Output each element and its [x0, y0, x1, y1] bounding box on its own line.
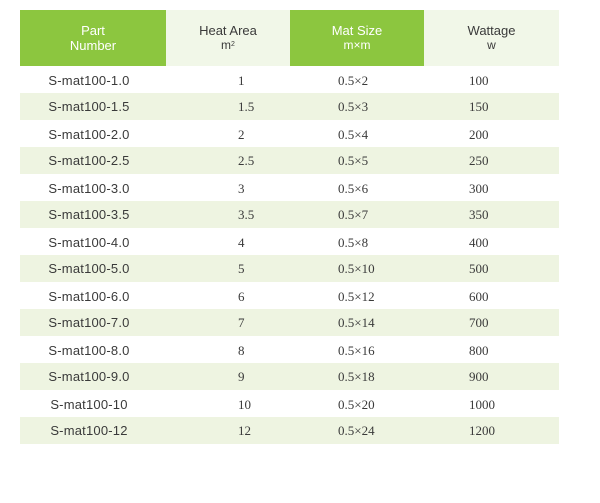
- header-number-label: Number: [69, 38, 117, 53]
- cell-size: 0.5×12: [290, 282, 424, 309]
- cell-watt: 150: [424, 93, 559, 120]
- cell-watt: 900: [424, 363, 559, 390]
- table-row: S-mat100-4.0 4 0.5×8 400: [20, 228, 559, 255]
- cell-area: 5: [166, 255, 290, 282]
- cell-size: 0.5×18: [290, 363, 424, 390]
- cell-watt: 300: [424, 174, 559, 201]
- cell-watt: 350: [424, 201, 559, 228]
- cell-watt: 1200: [424, 417, 559, 444]
- cell-part: S-mat100-4.0: [20, 228, 166, 255]
- cell-area: 1.5: [166, 93, 290, 120]
- cell-size: 0.5×4: [290, 120, 424, 147]
- cell-size: 0.5×16: [290, 336, 424, 363]
- cell-part: S-mat100-2.0: [20, 120, 166, 147]
- cell-part: S-mat100-2.5: [20, 147, 166, 174]
- cell-part: S-mat100-5.0: [20, 255, 166, 282]
- unit-superscript: 2: [231, 41, 235, 48]
- cell-watt: 250: [424, 147, 559, 174]
- header-heat-area-label: Heat Area: [199, 23, 257, 38]
- cell-watt: 400: [424, 228, 559, 255]
- header-heat-area-unit: m2: [166, 38, 290, 53]
- table-row: S-mat100-3.5 3.5 0.5×7 350: [20, 201, 559, 228]
- cell-part: S-mat100-6.0: [20, 282, 166, 309]
- header-wattage: Wattage w: [424, 10, 559, 66]
- cell-size: 0.5×24: [290, 417, 424, 444]
- table-row: S-mat100-12 12 0.5×24 1200: [20, 417, 559, 444]
- cell-size: 0.5×14: [290, 309, 424, 336]
- table-row: S-mat100-6.0 6 0.5×12 600: [20, 282, 559, 309]
- cell-watt: 1000: [424, 390, 559, 417]
- cell-area: 4: [166, 228, 290, 255]
- cell-size: 0.5×3: [290, 93, 424, 120]
- table-row: S-mat100-5.0 5 0.5×10 500: [20, 255, 559, 282]
- cell-area: 1: [166, 66, 290, 93]
- header-wattage-label: Wattage: [467, 23, 516, 38]
- cell-area: 10: [166, 390, 290, 417]
- cell-area: 7: [166, 309, 290, 336]
- cell-size: 0.5×10: [290, 255, 424, 282]
- cell-watt: 700: [424, 309, 559, 336]
- cell-part: S-mat100-3.5: [20, 201, 166, 228]
- table-body: S-mat100-1.0 1 0.5×2 100 S-mat100-1.5 1.5 0.5×…: [20, 66, 559, 444]
- cell-part: S-mat100-7.0: [20, 309, 166, 336]
- header-mat-size: Mat Size m×m: [290, 10, 424, 66]
- cell-area: 2.5: [166, 147, 290, 174]
- spec-table: Part Number Heat Area m2 Mat Size m×m Wa…: [20, 10, 559, 444]
- header-heat-area: Heat Area m2: [166, 10, 290, 66]
- header-part-label: Part: [81, 23, 105, 38]
- spec-table-container: Part Number Heat Area m2 Mat Size m×m Wa…: [20, 10, 559, 444]
- table-row: S-mat100-7.0 7 0.5×14 700: [20, 309, 559, 336]
- table-row: S-mat100-2.5 2.5 0.5×5 250: [20, 147, 559, 174]
- cell-part: S-mat100-12: [20, 417, 166, 444]
- cell-size: 0.5×5: [290, 147, 424, 174]
- cell-size: 0.5×20: [290, 390, 424, 417]
- cell-part: S-mat100-10: [20, 390, 166, 417]
- cell-size: 0.5×8: [290, 228, 424, 255]
- cell-area: 2: [166, 120, 290, 147]
- header-wattage-unit: w: [487, 38, 496, 52]
- cell-part: S-mat100-1.0: [20, 66, 166, 93]
- cell-watt: 800: [424, 336, 559, 363]
- header-part-number: Part Number: [20, 10, 166, 66]
- cell-size: 0.5×2: [290, 66, 424, 93]
- header-mat-size-unit: m×m: [343, 38, 371, 52]
- table-row: S-mat100-1.0 1 0.5×2 100: [20, 66, 559, 93]
- cell-area: 8: [166, 336, 290, 363]
- cell-area: 3.5: [166, 201, 290, 228]
- table-row: S-mat100-9.0 9 0.5×18 900: [20, 363, 559, 390]
- cell-watt: 600: [424, 282, 559, 309]
- header-mat-size-label: Mat Size: [331, 23, 383, 38]
- cell-part: S-mat100-9.0: [20, 363, 166, 390]
- cell-size: 0.5×7: [290, 201, 424, 228]
- table-row: S-mat100-2.0 2 0.5×4 200: [20, 120, 559, 147]
- table-header-row: Part Number Heat Area m2 Mat Size m×m Wa…: [20, 10, 559, 66]
- cell-size: 0.5×6: [290, 174, 424, 201]
- cell-part: S-mat100-8.0: [20, 336, 166, 363]
- cell-area: 3: [166, 174, 290, 201]
- unit-m: m: [221, 38, 232, 52]
- table-row: S-mat100-1.5 1.5 0.5×3 150: [20, 93, 559, 120]
- cell-part: S-mat100-1.5: [20, 93, 166, 120]
- cell-watt: 200: [424, 120, 559, 147]
- cell-watt: 500: [424, 255, 559, 282]
- table-row: S-mat100-3.0 3 0.5×6 300: [20, 174, 559, 201]
- cell-area: 12: [166, 417, 290, 444]
- table-row: S-mat100-10 10 0.5×20 1000: [20, 390, 559, 417]
- cell-part: S-mat100-3.0: [20, 174, 166, 201]
- cell-area: 9: [166, 363, 290, 390]
- table-row: S-mat100-8.0 8 0.5×16 800: [20, 336, 559, 363]
- cell-area: 6: [166, 282, 290, 309]
- cell-watt: 100: [424, 66, 559, 93]
